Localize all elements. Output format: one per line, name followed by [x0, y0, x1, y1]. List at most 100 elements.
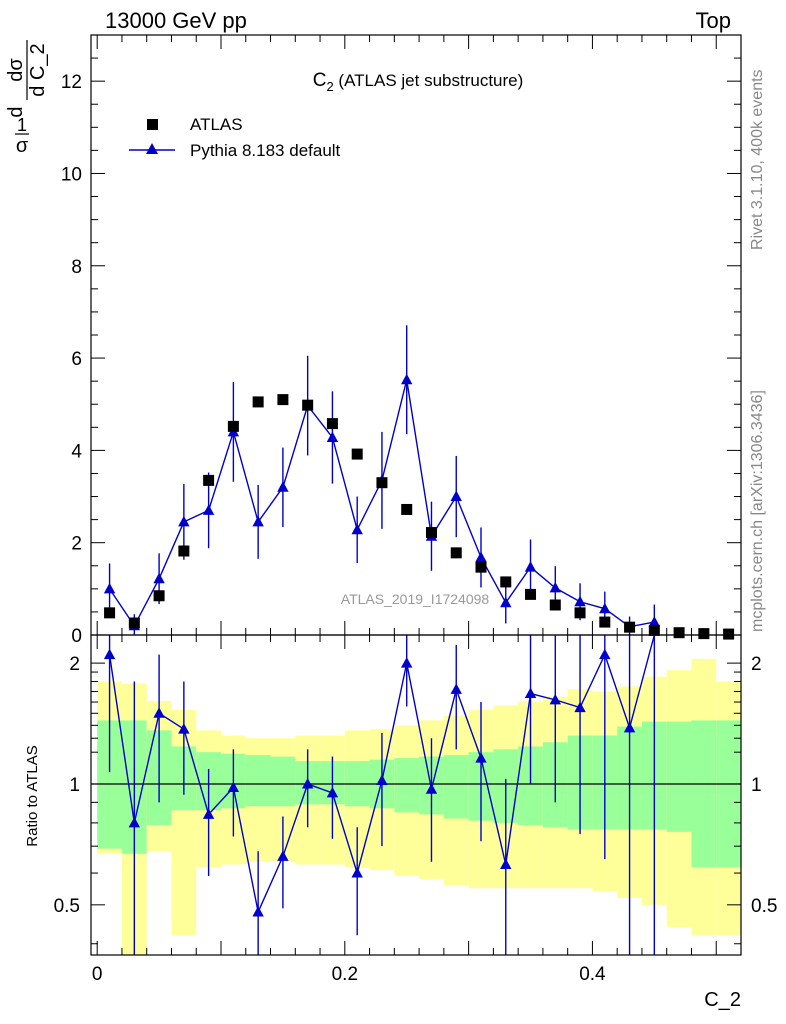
mc-point	[178, 515, 190, 527]
plot-title-sub: 2	[326, 79, 333, 94]
data-point	[401, 503, 413, 515]
data-point	[351, 448, 363, 460]
mc-point	[202, 504, 215, 515]
ratio-mc-point	[326, 786, 339, 798]
mc-point	[549, 581, 561, 593]
ratio-bands	[91, 658, 741, 955]
data-point	[425, 527, 437, 539]
data-point	[326, 418, 338, 430]
ratio-frame	[90, 634, 742, 956]
xtick-label: 0.2	[332, 964, 358, 985]
y-label-d: d	[5, 106, 27, 117]
ratio-plot-layer	[103, 634, 656, 955]
ratio-ytick-label-right: 1	[751, 775, 762, 796]
ratio-mc-point	[524, 687, 537, 699]
xtick-label: 0.4	[579, 964, 606, 985]
header-left: 13000 GeV pp	[105, 8, 247, 33]
ratio-mc-point	[301, 777, 314, 789]
ratio-mc-point	[599, 648, 611, 660]
mc-point	[500, 596, 512, 608]
ratio-ytick-label-left: 0.5	[54, 896, 80, 917]
plot-title-rest: (ATLAS jet substructure)	[334, 71, 524, 90]
mc-point	[475, 551, 487, 562]
ratio-mc-point	[574, 701, 586, 713]
legend-data-label: ATLAS	[190, 115, 243, 134]
ratio-mc-point	[425, 783, 438, 794]
data-point	[648, 624, 660, 636]
ratio-mc-point	[252, 905, 264, 917]
mc-point	[524, 561, 537, 572]
data-point	[153, 590, 165, 602]
mc-point	[574, 595, 586, 607]
main-ytick-label: 6	[71, 349, 82, 370]
ratio-ytick-label-right: 2	[751, 654, 762, 675]
ratio-mc-point	[549, 693, 561, 705]
ratio-mc-point	[500, 858, 512, 870]
mcplots-label: mcplots.cern.ch [arXiv:1306.3436]	[749, 390, 766, 632]
ratio-mc-point	[277, 850, 289, 861]
legend: ATLAS Pythia 8.183 default	[129, 115, 341, 160]
ratio-mc-point	[202, 808, 215, 819]
ratio-mc-point	[623, 721, 636, 733]
data-point	[525, 588, 537, 600]
data-point	[302, 399, 314, 411]
ratio-mc-point	[450, 683, 462, 694]
ratio-ytick-label-right: 0.5	[751, 896, 777, 917]
mc-point	[153, 572, 165, 584]
data-point	[574, 607, 586, 619]
band-inner-bin	[394, 758, 420, 813]
ratio-mc-point	[376, 774, 388, 786]
data-point	[500, 576, 512, 588]
data-point	[475, 561, 487, 573]
data-point	[203, 474, 215, 486]
mc-point	[252, 515, 264, 527]
header-right: Top	[696, 8, 731, 33]
main-ytick-label: 4	[71, 441, 82, 462]
y-label-dc2: d C_2	[27, 43, 49, 96]
ratio-ytick-label-left: 2	[69, 654, 80, 675]
mc-point	[351, 523, 363, 535]
mc-point	[599, 602, 611, 614]
ratio-mc-point	[153, 707, 165, 718]
main-ytick-label: 12	[61, 72, 82, 93]
ratio-mc-point	[103, 648, 116, 660]
data-point	[178, 545, 190, 557]
mc-point	[277, 481, 289, 492]
data-point	[549, 599, 561, 611]
data-point	[599, 616, 611, 628]
main-plot-layer	[103, 325, 735, 640]
analysis-watermark: ATLAS_2019_I1724098	[341, 591, 490, 607]
legend-data-marker	[147, 119, 158, 130]
ratio-mc-point	[475, 752, 487, 763]
main-ytick-label: 0	[71, 626, 82, 647]
mc-point	[326, 431, 339, 442]
main-ytick-label: 2	[71, 534, 82, 555]
mc-point	[401, 373, 413, 385]
data-point	[227, 420, 239, 432]
ratio-mc-point	[351, 867, 363, 878]
ratio-mc-point	[128, 816, 141, 828]
y-axis-label: 1 σ d dσ d C_2	[5, 40, 49, 157]
main-frame	[90, 34, 742, 636]
band-inner-bin	[691, 720, 717, 868]
data-point	[723, 628, 735, 640]
y-label-dsigma: dσ	[5, 58, 27, 82]
xtick-label: 0	[92, 964, 103, 985]
ratio-ytick-label-left: 1	[69, 775, 80, 796]
data-point	[450, 547, 462, 559]
mc-point	[450, 490, 462, 502]
band-inner-bin	[716, 720, 741, 868]
data-point	[673, 627, 685, 639]
ratio-mc-point	[178, 723, 190, 734]
rivet-label: Rivet 3.1.10, 400k events	[749, 69, 766, 250]
ratio-ylabel: Ratio to ATLAS	[24, 745, 41, 846]
y-label-sigma: σ	[16, 135, 29, 157]
band-inner-bin	[443, 755, 469, 819]
data-point	[277, 394, 289, 406]
main-ytick-label: 10	[61, 164, 82, 185]
svg-text:C2 (ATLAS jet substructure): C2 (ATLAS jet substructure)	[313, 70, 524, 94]
legend-mc-marker	[146, 143, 158, 154]
mc-point	[103, 582, 116, 594]
